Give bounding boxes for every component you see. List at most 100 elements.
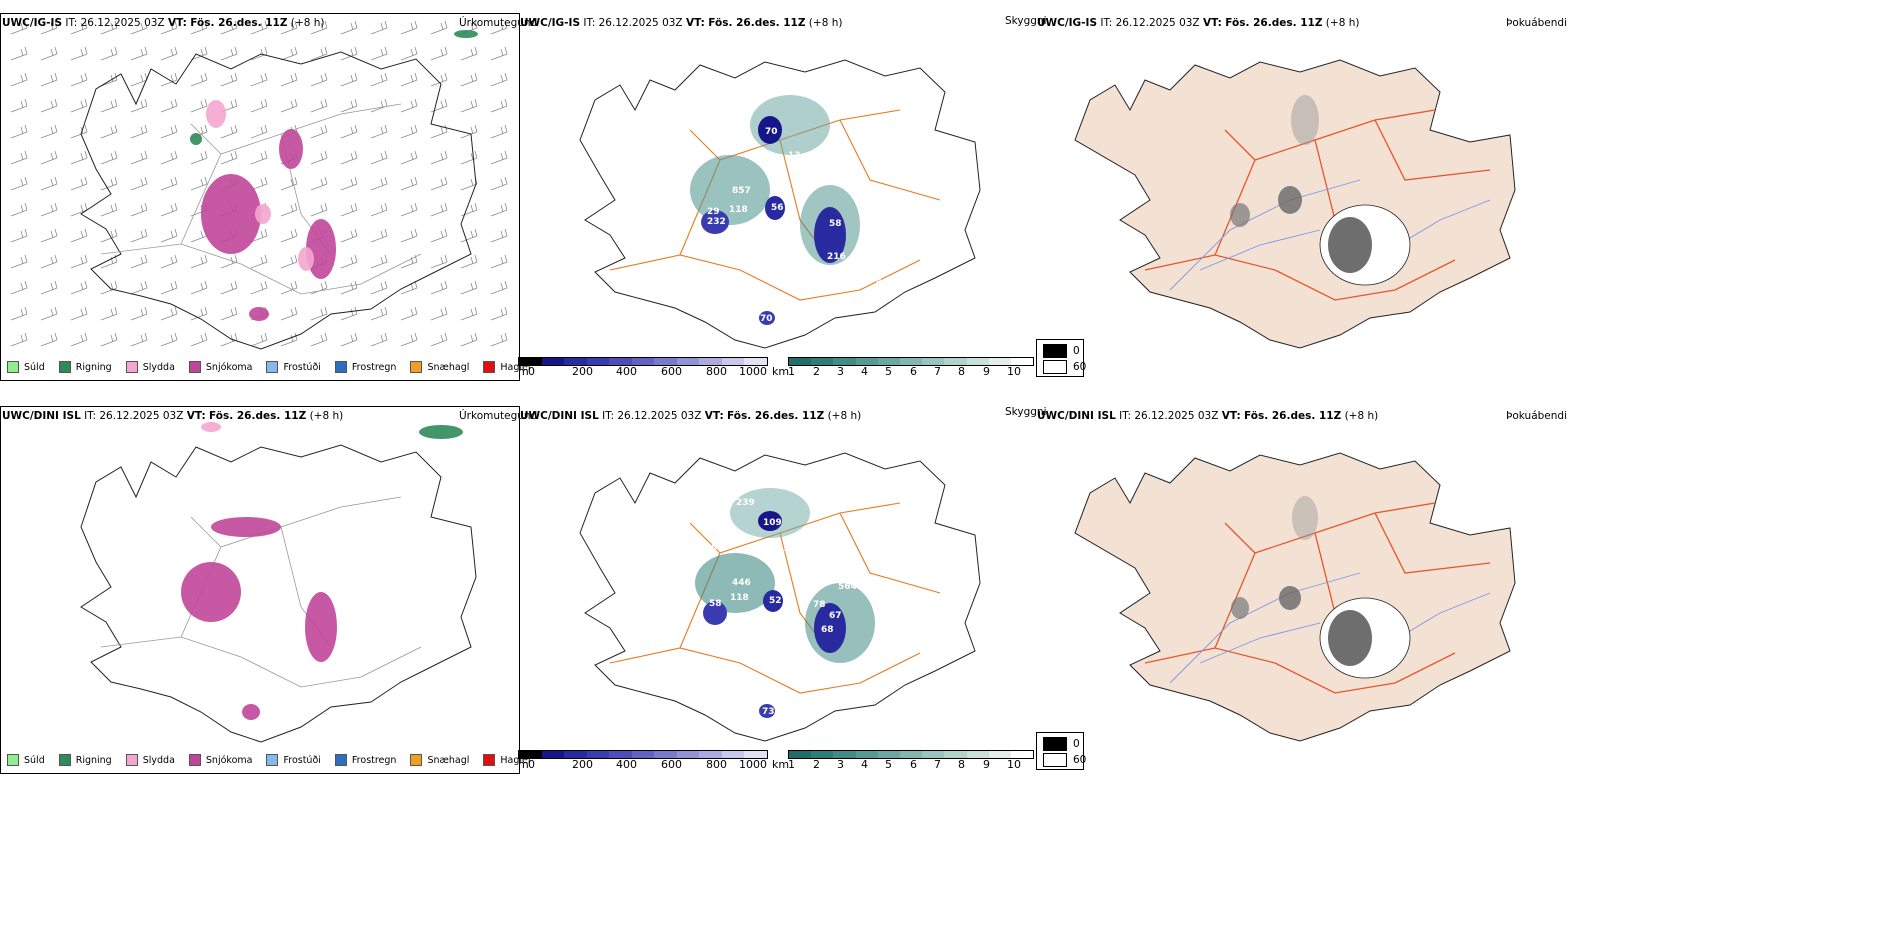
wind-barb xyxy=(430,176,448,191)
legend-label: Frostúði xyxy=(283,361,321,373)
wind-barb xyxy=(460,72,478,87)
wind-barb xyxy=(130,20,148,35)
wind-barb xyxy=(370,280,388,295)
fog-legend-swatch xyxy=(1043,737,1067,751)
ceiling-tick: 1000 xyxy=(739,758,767,771)
wind-barb xyxy=(280,306,298,321)
wind-barb xyxy=(10,46,28,61)
fog-legend-item: 60 xyxy=(1043,360,1086,374)
ceiling-label: 58 xyxy=(709,599,722,609)
wind-barb xyxy=(220,124,238,139)
fog-legend-item: 60 xyxy=(1043,753,1086,767)
precip-map-row2 xyxy=(80,422,477,743)
wind-barb xyxy=(250,228,268,243)
wind-barb xyxy=(370,20,388,35)
ceiling-label: 564 xyxy=(838,582,857,592)
legend-swatch xyxy=(334,754,347,766)
wind-barb xyxy=(130,332,148,347)
wind-barb xyxy=(250,20,268,35)
wind-barb xyxy=(100,46,118,61)
ceiling-colorbar-swatches xyxy=(518,357,768,366)
ceiling-tick: 0 xyxy=(528,365,535,378)
model-name: UWC/IG-IS xyxy=(520,17,581,29)
legend-swatch xyxy=(410,754,423,766)
wind-barb xyxy=(40,280,58,295)
wind-barb xyxy=(280,332,298,347)
legend-item: Snjókoma xyxy=(188,361,252,373)
wind-barb xyxy=(460,306,478,321)
wind-barb xyxy=(280,46,298,61)
it-value: 26.12.2025 03Z xyxy=(99,410,184,422)
wind-barb xyxy=(160,306,178,321)
ceiling-label: 58 xyxy=(829,219,842,229)
header-row1-vis: UWC/IG-IS IT: 26.12.2025 03Z VT: Fös. 26… xyxy=(520,17,842,30)
wind-barb xyxy=(400,20,418,35)
fog-legend-swatch xyxy=(1043,344,1067,358)
wind-barb xyxy=(220,254,238,269)
wind-barb xyxy=(370,46,388,61)
wind-barb xyxy=(490,20,508,35)
wind-barb xyxy=(40,228,58,243)
wind-barb xyxy=(220,20,238,35)
legend-item: Frostregn xyxy=(334,361,396,373)
legend-item: Snæhagl xyxy=(410,754,469,766)
wind-barb xyxy=(100,124,118,139)
wind-barb xyxy=(370,150,388,165)
legend-label: Súld xyxy=(24,754,45,766)
wind-barb xyxy=(340,72,358,87)
wind-barb xyxy=(340,124,358,139)
ceiling-label: 118 xyxy=(729,205,748,215)
panel-title-precip-row2: Úrkomutegund xyxy=(459,410,538,422)
wind-barb xyxy=(190,254,208,269)
ceiling-colorbar-row1: m 0 200 400 600 800 1000 xyxy=(518,357,768,378)
road-network xyxy=(100,103,422,295)
legend-label: Slydda xyxy=(142,754,175,766)
it-label: IT: xyxy=(65,17,78,29)
wind-barb xyxy=(490,46,508,61)
ceiling-unit: m xyxy=(518,758,529,771)
wind-barb xyxy=(250,150,268,165)
wind-barb xyxy=(490,228,508,243)
header-row2-fog: UWC/DINI ISL IT: 26.12.2025 03Z VT: Fös.… xyxy=(1037,410,1378,423)
fog-panel-row2 xyxy=(1060,423,1540,743)
wind-barb xyxy=(400,72,418,87)
wind-barb xyxy=(70,254,88,269)
wind-barb xyxy=(100,280,118,295)
wind-barb xyxy=(490,306,508,321)
legend-item: Slydda xyxy=(125,361,175,373)
ceiling-label: 857 xyxy=(732,186,751,196)
vt-value: Fös. 26.des. 11Z xyxy=(1244,410,1342,422)
wind-barb xyxy=(250,332,268,347)
ceiling-label: 56 xyxy=(771,203,784,213)
vis-tick: 1 xyxy=(788,365,795,378)
vis-tick: 10 xyxy=(1007,758,1021,771)
wind-barb xyxy=(10,20,28,35)
visibility-colorbar-row2: km 1 2 3 4 5 6 7 8 9 10 xyxy=(772,750,1034,771)
precip-legend-row1: Súld Rigning Slydda Snjókoma Frostúði Fr… xyxy=(7,361,545,373)
legend-swatch xyxy=(266,754,279,766)
wind-barb xyxy=(370,176,388,191)
visibility-colorbar-row1: km 1 2 3 4 5 6 7 8 9 10 xyxy=(772,357,1034,378)
wind-barb xyxy=(100,202,118,217)
it-value: 26.12.2025 03Z xyxy=(598,17,683,29)
wind-barb xyxy=(220,72,238,87)
wind-barb xyxy=(340,280,358,295)
vis-tick: 6 xyxy=(910,365,917,378)
wind-barb xyxy=(40,124,58,139)
fog-legend-label: 60 xyxy=(1073,361,1087,373)
wind-barb xyxy=(490,72,508,87)
wind-barb xyxy=(40,176,58,191)
vis-tick: 5 xyxy=(885,365,892,378)
wind-barb xyxy=(10,228,28,243)
wind-barb xyxy=(70,176,88,191)
wind-barb xyxy=(160,332,178,347)
wind-barb xyxy=(340,332,358,347)
fog-legend-row1: 0 60 xyxy=(1036,339,1086,377)
wind-barb xyxy=(400,124,418,139)
wind-barb xyxy=(280,202,298,217)
legend-label: Slydda xyxy=(142,361,175,373)
model-name: UWC/IG-IS xyxy=(1037,17,1098,29)
road-network xyxy=(1144,502,1491,694)
wind-barb xyxy=(490,150,508,165)
ceiling-label: 29 xyxy=(707,207,720,217)
